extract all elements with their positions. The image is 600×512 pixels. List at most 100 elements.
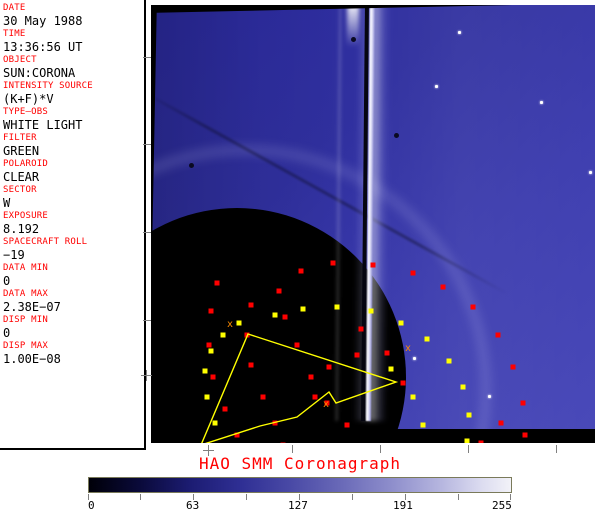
- metadata-field-date: DATE 30 May 1988: [3, 3, 144, 28]
- metadata-label-exposure: EXPOSURE: [3, 211, 48, 221]
- detector-edge-bottom-fill: [151, 429, 595, 443]
- marker-red: [470, 304, 476, 310]
- marker-yellow: [460, 384, 466, 390]
- marker-red: [510, 364, 516, 370]
- marker-yellow: [420, 422, 426, 428]
- marker-yellow: [398, 320, 404, 326]
- marker-red: [298, 268, 304, 274]
- tick-left-1: [143, 57, 151, 58]
- dark-artifact: [189, 163, 194, 168]
- metadata-field-spacecraft-roll: SPACECRAFT ROLL −19: [3, 237, 144, 262]
- tick-left-4: [143, 320, 151, 321]
- marker-red: [248, 362, 254, 368]
- marker-red: [440, 284, 446, 290]
- metadata-label-spacecraft-roll: SPACECRAFT ROLL: [3, 237, 88, 247]
- marker-red: [294, 342, 300, 348]
- colorbar-tick-159: [352, 494, 353, 500]
- tick-left-3: [143, 232, 151, 233]
- colorbar-tick-255: [510, 494, 511, 500]
- tick-bottom-2: [292, 445, 293, 453]
- marker-red: [354, 352, 360, 358]
- marker-red: [326, 364, 332, 370]
- marker-red: [210, 374, 216, 380]
- marker-red: [248, 302, 254, 308]
- metadata-value-data-max: 2.38E−07: [3, 300, 61, 314]
- marker-yellow: [202, 368, 208, 374]
- metadata-label-filter: FILTER: [3, 133, 37, 143]
- colorbar-ticks: [88, 494, 512, 501]
- colorbar-label-127: 127: [288, 499, 308, 512]
- colorbar-tick-63: [193, 494, 194, 500]
- metadata-label-data-min: DATA MIN: [3, 263, 48, 273]
- marker-cross-orange: x: [323, 399, 329, 410]
- colorbar-tick-0: [88, 494, 89, 500]
- marker-red: [478, 440, 484, 443]
- marker-yellow: [204, 394, 210, 400]
- metadata-value-date: 30 May 1988: [3, 14, 83, 28]
- bright-artifact: [413, 357, 416, 360]
- colorbar-tick-191: [405, 494, 406, 500]
- marker-red: [344, 422, 350, 428]
- sky-field: [151, 5, 595, 443]
- marker-yellow: [220, 332, 226, 338]
- metadata-field-time: TIME 13:36:56 UT: [3, 29, 144, 54]
- metadata-sidebar: DATE 30 May 1988 TIME 13:36:56 UT OBJECT…: [0, 0, 146, 450]
- marker-red: [410, 270, 416, 276]
- metadata-value-exposure: 8.192: [3, 222, 40, 236]
- marker-red: [312, 394, 318, 400]
- marker-red: [324, 400, 330, 406]
- marker-red: [498, 420, 504, 426]
- marker-yellow: [424, 336, 430, 342]
- metadata-value-object: SUN:CORONA: [3, 66, 76, 80]
- marker-red: [370, 262, 376, 268]
- marker-yellow: [208, 348, 214, 354]
- colorbar: [88, 477, 512, 493]
- metadata-label-object: OBJECT: [3, 55, 37, 65]
- marker-red: [495, 332, 501, 338]
- tick-bottom-5: [556, 445, 557, 453]
- metadata-value-disp-min: 0: [3, 326, 11, 340]
- colorbar-label-0: 0: [88, 499, 95, 512]
- marker-yellow: [300, 306, 306, 312]
- metadata-value-intensity-source: (K+F)*V: [3, 92, 54, 106]
- marker-cross-orange: x: [405, 343, 411, 354]
- colorbar-label-255: 255: [492, 499, 512, 512]
- metadata-label-date: DATE: [3, 3, 26, 13]
- marker-red: [214, 280, 220, 286]
- marker-cross-orange: x: [227, 319, 233, 330]
- colorbar-labels: 0 63 127 191 255: [0, 500, 600, 512]
- tick-bottom-3: [380, 445, 381, 453]
- dark-artifact: [394, 133, 399, 138]
- colorbar-label-63: 63: [186, 499, 200, 512]
- metadata-value-filter: GREEN: [3, 144, 40, 158]
- marker-yellow: [212, 420, 218, 426]
- metadata-label-intensity-source: INTENSITY SOURCE: [3, 81, 93, 91]
- metadata-label-type-obs: TYPE—OBS: [3, 107, 48, 117]
- bright-artifact: [458, 31, 461, 34]
- marker-yellow: [446, 358, 452, 364]
- metadata-value-type-obs: WHITE LIGHT: [3, 118, 83, 132]
- metadata-value-spacecraft-roll: −19: [3, 248, 25, 262]
- metadata-label-time: TIME: [3, 29, 26, 39]
- metadata-field-exposure: EXPOSURE 8.192: [3, 211, 144, 236]
- marker-yellow: [272, 312, 278, 318]
- metadata-field-polaroid: POLAROID CLEAR: [3, 159, 144, 184]
- colorbar-label-191: 191: [393, 499, 413, 512]
- bright-artifact: [435, 85, 438, 88]
- overlay-polygon: [201, 333, 399, 443]
- tick-bottom-4: [468, 445, 469, 453]
- metadata-value-polaroid: CLEAR: [3, 170, 40, 184]
- metadata-field-type-obs: TYPE—OBS WHITE LIGHT: [3, 107, 144, 132]
- marker-red: [384, 350, 390, 356]
- metadata-field-filter: FILTER GREEN: [3, 133, 144, 158]
- marker-yellow: [236, 320, 242, 326]
- marker-red: [522, 432, 528, 438]
- metadata-label-disp-max: DISP MAX: [3, 341, 48, 351]
- colorbar-tick-32: [140, 494, 141, 500]
- marker-red: [222, 406, 228, 412]
- colorbar-tick-95: [246, 494, 247, 500]
- marker-yellow: [368, 308, 374, 314]
- metadata-field-disp-max: DISP MAX 1.00E−08: [3, 341, 144, 366]
- marker-red: [520, 400, 526, 406]
